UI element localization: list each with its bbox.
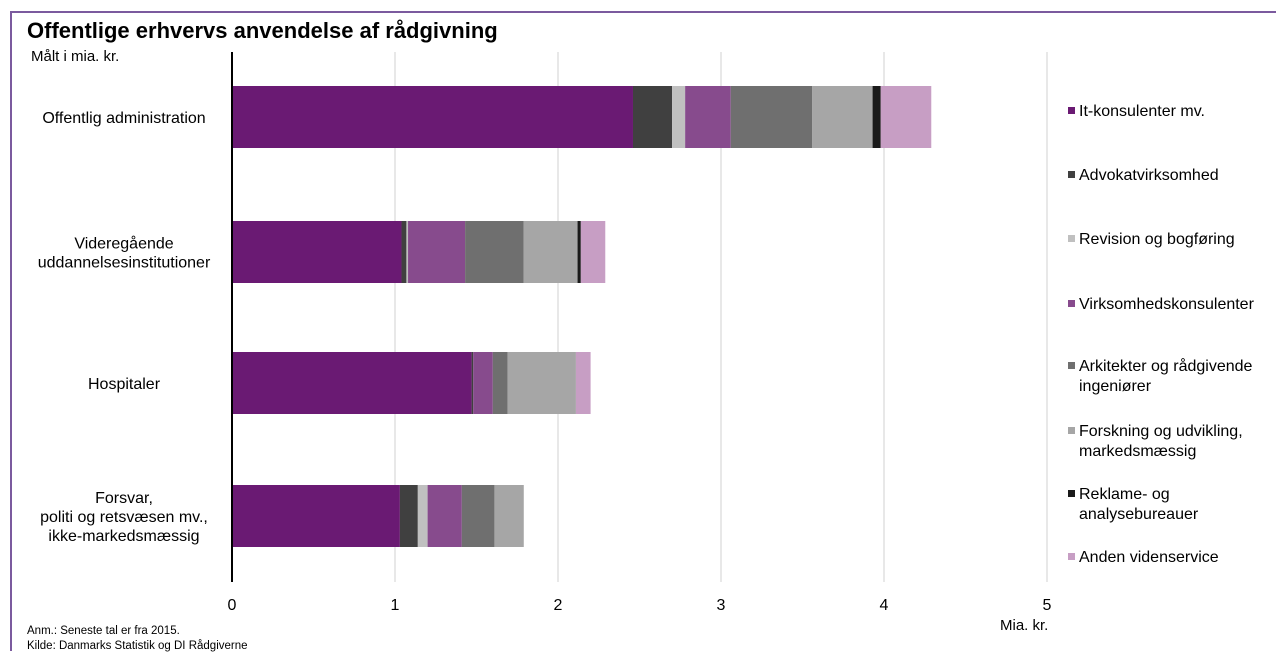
note-line: Anm.: Seneste tal er fra 2015. xyxy=(27,625,180,637)
legend-label: Reklame- og analysebureauer xyxy=(1079,486,1199,523)
x-tick-label: 0 xyxy=(228,597,237,614)
bar-segment xyxy=(461,485,495,547)
bar-segment xyxy=(232,221,402,283)
bar-segment xyxy=(494,485,524,547)
bar-segment xyxy=(417,485,428,547)
bar-segment xyxy=(427,485,462,547)
x-tick-label: 2 xyxy=(554,597,563,614)
legend-swatch xyxy=(1068,235,1075,242)
category-label: Hospitaler xyxy=(88,376,161,393)
category-label: Forsvar, politi og retsvæsen mv., ikke-mar… xyxy=(40,490,208,545)
bar-segment xyxy=(232,86,633,148)
legend-label: It-konsulenter mv. xyxy=(1079,103,1205,120)
bar-segment xyxy=(399,485,418,547)
bar-segment xyxy=(507,352,576,414)
bar-segment xyxy=(232,485,400,547)
bar-segment xyxy=(672,86,686,148)
x-axis-unit-label: Mia. kr. xyxy=(1000,617,1049,634)
bar-segment xyxy=(632,86,673,148)
bar-segment xyxy=(232,352,472,414)
bar-segment xyxy=(406,221,409,283)
chart-frame xyxy=(10,11,1276,651)
category-label: Offentlig administration xyxy=(42,110,205,127)
bar-segment xyxy=(471,352,474,414)
bar-segment xyxy=(575,352,591,414)
category-label: Videregående uddannelsesinstitutioner xyxy=(38,235,211,272)
legend-swatch xyxy=(1068,553,1075,560)
bar-segment xyxy=(880,86,932,148)
legend-label: Arkitekter og rådgivende ingeniører xyxy=(1079,357,1253,395)
legend-label: Forskning og udvikling, markedsmæssig xyxy=(1079,423,1243,460)
x-tick-label: 5 xyxy=(1043,597,1052,614)
chart-title: Offentlige erhvervs anvendelse af rådgiv… xyxy=(27,18,498,43)
bar-segment xyxy=(685,86,731,148)
source-line: Kilde: Danmarks Statistik og DI Rådgiver… xyxy=(27,640,248,652)
legend-swatch xyxy=(1068,300,1075,307)
chart-notes: Anm.: Seneste tal er fra 2015. Kilde: Da… xyxy=(27,624,248,654)
chart-subtitle: Målt i mia. kr. xyxy=(31,48,120,65)
legend-label: Advokatvirksomhed xyxy=(1079,167,1219,184)
bar-segment xyxy=(872,86,881,148)
x-tick-label: 3 xyxy=(717,597,726,614)
bar-segment xyxy=(577,221,581,283)
bar-segment xyxy=(465,221,524,283)
legend-label: Virksomhedskonsulenter xyxy=(1079,296,1255,313)
bar-segment xyxy=(492,352,508,414)
bar-segment xyxy=(401,221,407,283)
bar-segment xyxy=(730,86,813,148)
legend-swatch xyxy=(1068,107,1075,114)
bar-segment xyxy=(408,221,466,283)
legend-swatch xyxy=(1068,171,1075,178)
x-tick-label: 4 xyxy=(880,597,889,614)
bar-segment xyxy=(523,221,578,283)
legend-label: Anden videnservice xyxy=(1079,549,1219,566)
bar-segment xyxy=(580,221,606,283)
legend-swatch xyxy=(1068,362,1075,369)
legend-swatch xyxy=(1068,427,1075,434)
legend-label: Revision og bogføring xyxy=(1079,231,1235,248)
legend-swatch xyxy=(1068,490,1075,497)
bar-segment xyxy=(473,352,493,414)
x-tick-label: 1 xyxy=(391,597,400,614)
bar-segment xyxy=(812,86,873,148)
